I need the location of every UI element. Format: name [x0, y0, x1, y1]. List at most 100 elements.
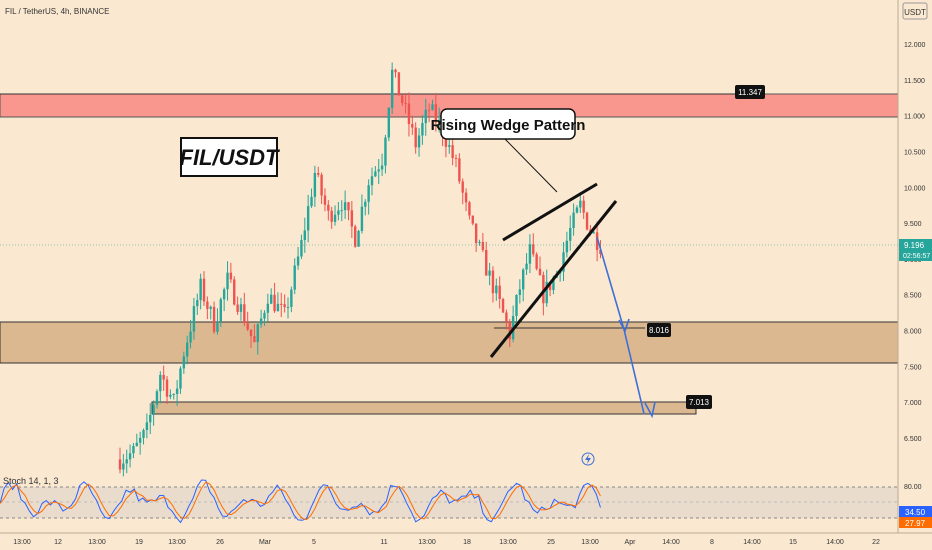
- candle-body: [323, 195, 327, 205]
- wedge-upper-line: [502, 182, 598, 242]
- candle-body: [552, 277, 555, 291]
- candle-body: [306, 206, 310, 231]
- candle-body: [501, 299, 505, 313]
- candle-body: [169, 394, 172, 397]
- lightning-glyph: [585, 454, 591, 464]
- price-tick-label: 10.500: [904, 149, 926, 156]
- candle-body: [222, 289, 226, 300]
- resistance-price-badge: [735, 85, 765, 99]
- candle-body: [303, 230, 306, 241]
- candle-body: [149, 414, 152, 423]
- candle-body: [387, 107, 390, 138]
- candle-body: [206, 301, 209, 309]
- candle-body: [498, 285, 501, 300]
- candle-body: [424, 109, 427, 124]
- candle-body: [243, 304, 246, 324]
- candle-body: [196, 300, 199, 307]
- candle-body: [286, 306, 290, 308]
- candle-body: [152, 404, 155, 415]
- time-tick-label: 26: [216, 539, 224, 546]
- time-tick-label: Mar: [259, 539, 272, 546]
- candle-body: [364, 201, 367, 207]
- candle-body: [128, 453, 132, 460]
- candle-body: [320, 174, 323, 196]
- candle-body: [192, 306, 196, 332]
- candle-body: [337, 210, 340, 215]
- candle-body: [505, 312, 508, 323]
- time-tick-label: 25: [547, 539, 555, 546]
- candle-body: [132, 445, 135, 454]
- stoch-k-line: [0, 479, 601, 524]
- candle-body: [438, 119, 441, 123]
- projection-arrowhead-1: [618, 318, 630, 333]
- title-box-text: FIL/USDT: [180, 145, 281, 170]
- candle-body: [390, 69, 394, 108]
- candle-body: [481, 241, 485, 250]
- candle-body: [226, 272, 229, 290]
- candle-body: [350, 210, 354, 227]
- candle-body: [595, 232, 599, 250]
- time-tick-label: 14:00: [826, 539, 844, 546]
- candle-body: [266, 303, 270, 313]
- candle-body: [249, 329, 253, 337]
- candle-body: [280, 303, 283, 305]
- time-ticks: 13:00 12 13:00 19 13:00 26 Mar 5 11 13:00 18 13:00 2…: [13, 539, 880, 546]
- candle-body: [313, 172, 317, 197]
- candle-body: [491, 270, 495, 294]
- candle-body: [145, 422, 149, 431]
- time-tick-label: Apr: [625, 539, 637, 546]
- time-tick-label: 12: [54, 539, 62, 546]
- candle-body: [125, 459, 128, 464]
- candle-body: [471, 215, 474, 224]
- candle-body: [347, 202, 350, 211]
- candle-body: [236, 304, 239, 312]
- currency-box[interactable]: [902, 2, 928, 20]
- candle-body: [189, 331, 192, 343]
- price-tick-label: 6.500: [904, 436, 922, 443]
- candle-body: [162, 374, 165, 380]
- candle-body: [253, 336, 256, 343]
- candle-body: [317, 172, 320, 175]
- support-low-zone: [151, 401, 697, 415]
- candle-body: [545, 281, 548, 304]
- candle-body: [142, 430, 145, 438]
- candle-body: [562, 252, 565, 272]
- candle-body: [538, 268, 542, 275]
- stoch-d-line: [0, 481, 601, 521]
- candle-body: [421, 123, 424, 136]
- support-zone: [0, 321, 899, 364]
- pattern-callout-text: Rising Wedge Pattern: [431, 117, 586, 134]
- candle-body: [118, 459, 122, 470]
- price-tick-label: 11.500: [904, 78, 925, 85]
- time-tick-label: 14:00: [743, 539, 761, 546]
- candle-body: [427, 109, 431, 111]
- projection-arrowhead-2: [644, 401, 656, 419]
- candle-body: [202, 278, 206, 302]
- candle-body: [515, 294, 518, 317]
- stoch-tick-80: 80.00: [904, 484, 922, 491]
- candle-body: [478, 241, 481, 244]
- time-tick-label: 14:00: [662, 539, 680, 546]
- candle-body: [290, 289, 293, 307]
- price-tick-label: 8.500: [904, 293, 922, 300]
- candle-body: [333, 214, 337, 222]
- price-tick-label: 8.000: [904, 329, 922, 336]
- time-tick-label: 13:00: [13, 539, 31, 546]
- candle-body: [444, 135, 448, 147]
- candle-body: [199, 278, 202, 301]
- time-tick-label: 15: [789, 539, 797, 546]
- symbol-header: FIL / TetherUS, 4h, BINANCE: [5, 7, 109, 16]
- candle-body: [155, 391, 159, 405]
- candle-body: [246, 323, 249, 330]
- wedge-lower-line: [489, 200, 618, 358]
- candle-body: [495, 285, 498, 294]
- stoch-d-value: 27.97: [905, 519, 926, 528]
- time-tick-label: 13:00: [168, 539, 186, 546]
- stoch-label: Stoch 14, 1, 3: [3, 476, 59, 486]
- candle-body: [276, 303, 280, 312]
- price-tick-label: 7.000: [904, 400, 922, 407]
- candle-body: [219, 299, 222, 322]
- candle-body: [592, 232, 595, 234]
- candle-body: [293, 265, 296, 290]
- candle-body: [380, 165, 384, 170]
